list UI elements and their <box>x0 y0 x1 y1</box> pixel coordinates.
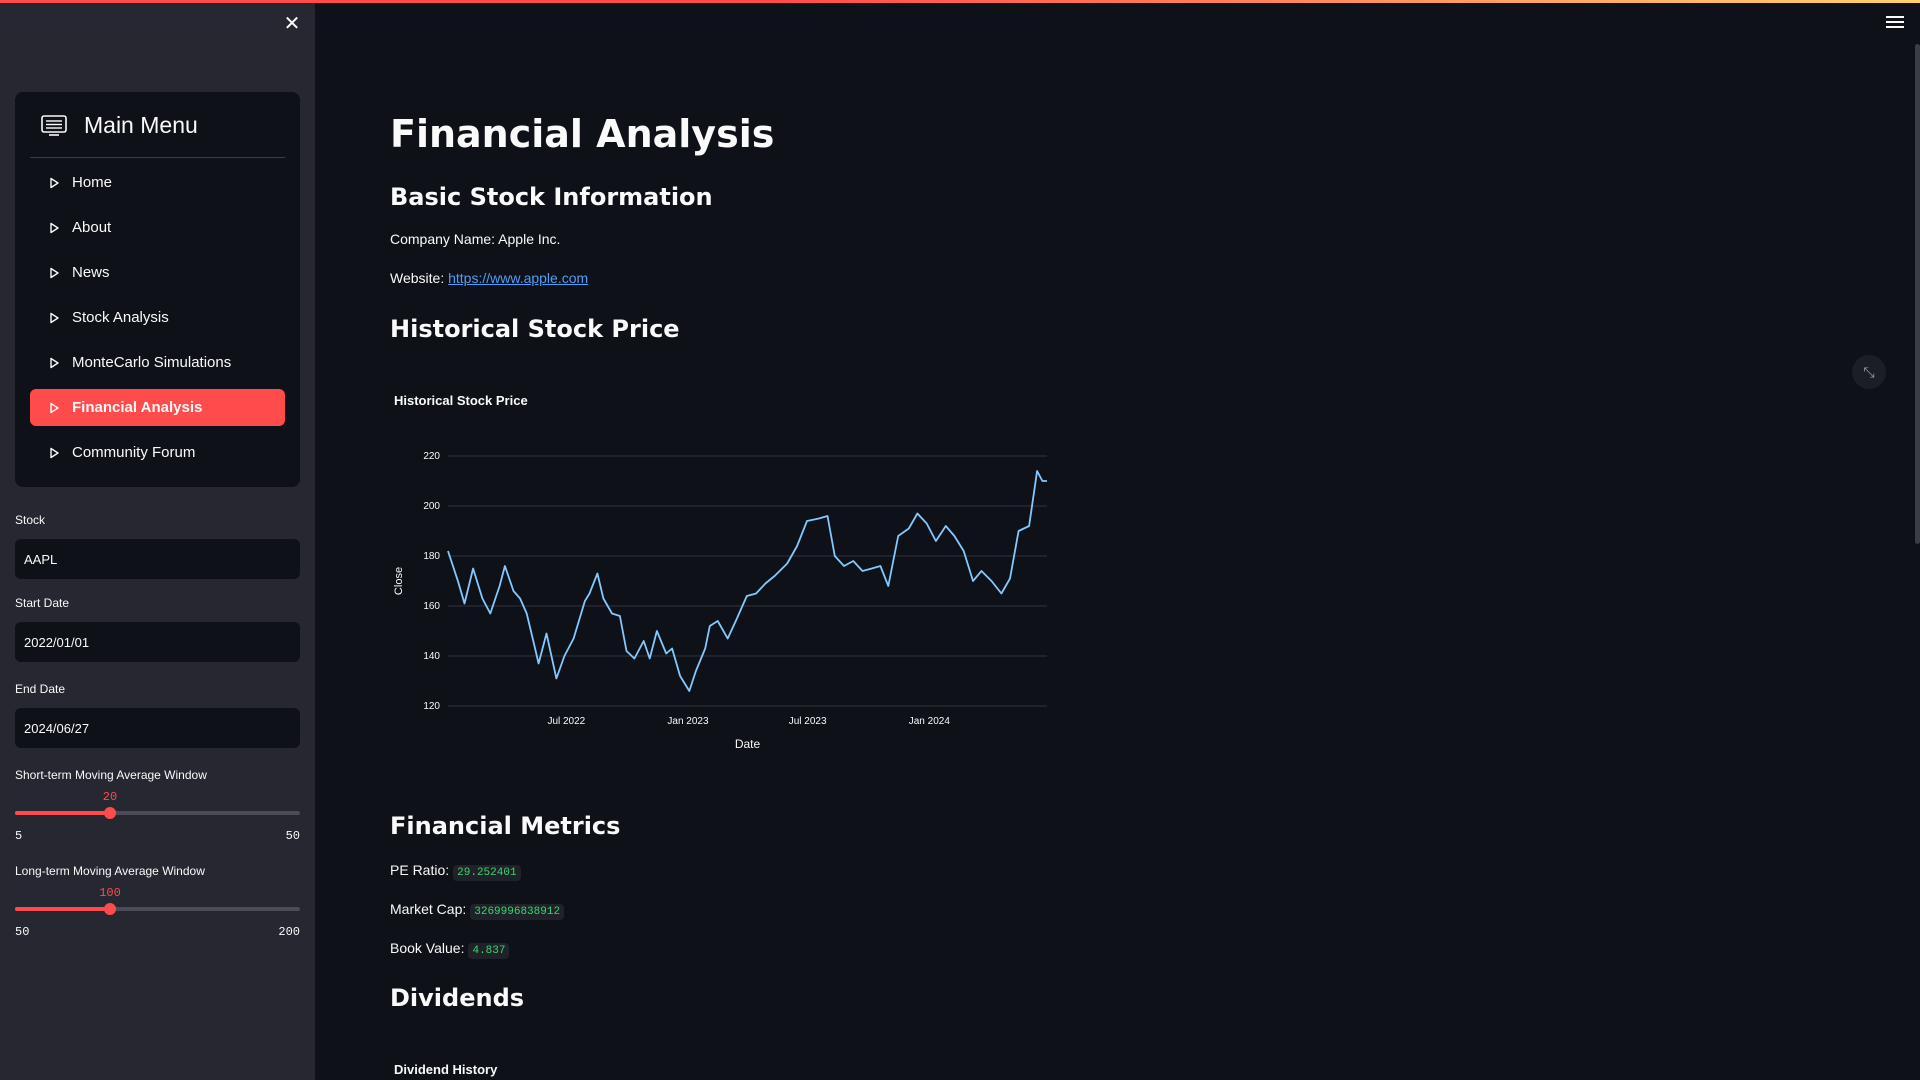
y-tick-label: 120 <box>423 701 440 712</box>
company-name-label: Company Name: <box>390 231 496 247</box>
short-ma-label: Short-term Moving Average Window <box>15 768 207 782</box>
x-tick-label: Jan 2023 <box>667 716 709 727</box>
play-triangle-icon <box>50 357 59 368</box>
play-triangle-icon <box>50 402 59 413</box>
historical-heading: Historical Stock Price <box>390 315 680 343</box>
menu-item-about[interactable]: About <box>30 209 285 246</box>
start-date-input[interactable] <box>15 622 300 662</box>
company-name-line: Company Name: Apple Inc. <box>390 231 560 247</box>
y-tick-label: 160 <box>423 601 440 612</box>
book-value-label: Book Value: <box>390 940 465 956</box>
website-link[interactable]: https://www.apple.com <box>448 270 589 286</box>
main-menu: Main Menu Home About News Stock Analysis Mon… <box>15 92 300 487</box>
long-ma-max: 200 <box>278 925 300 939</box>
menu-item-home[interactable]: Home <box>30 164 285 201</box>
menu-item-financial-analysis[interactable]: Financial Analysis <box>30 389 285 426</box>
menu-item-label: MonteCarlo Simulations <box>72 354 232 371</box>
stock-input[interactable] <box>15 539 300 579</box>
market-cap-label: Market Cap: <box>390 901 467 917</box>
short-ma-slider-thumb[interactable] <box>104 807 116 819</box>
menu-header: Main Menu <box>30 102 285 158</box>
pe-ratio-line: PE Ratio: 29.252401 <box>390 862 521 881</box>
play-triangle-icon <box>50 267 59 278</box>
fullscreen-expand-icon[interactable]: ⤡ <box>1852 355 1886 389</box>
menu-item-montecarlo-simulations[interactable]: MonteCarlo Simulations <box>30 344 285 381</box>
menu-item-label: Stock Analysis <box>72 309 169 326</box>
hamburger-menu-icon[interactable] <box>1886 16 1904 30</box>
menu-item-label: Home <box>72 174 113 191</box>
historical-price-chart[interactable]: 120 140 160 180 200 220 Jul 2022 Jan 2023 Jul 20… <box>390 440 1070 760</box>
dividends-heading: Dividends <box>390 984 525 1012</box>
long-ma-slider-thumb[interactable] <box>104 903 116 915</box>
x-tick-label: Jul 2022 <box>547 716 585 727</box>
long-ma-value: 100 <box>99 886 121 900</box>
long-ma-slider[interactable] <box>15 903 300 915</box>
pe-ratio-value: 29.252401 <box>453 865 521 881</box>
play-triangle-icon <box>50 222 59 233</box>
book-value-line: Book Value: 4.837 <box>390 940 510 959</box>
book-value-value: 4.837 <box>468 943 510 959</box>
long-ma-min: 50 <box>15 925 30 939</box>
x-tick-label: Jan 2024 <box>909 716 951 727</box>
play-triangle-icon <box>50 447 59 458</box>
long-ma-slider-fill <box>15 907 110 911</box>
short-ma-slider[interactable] <box>15 807 300 819</box>
play-triangle-icon <box>50 177 59 188</box>
financial-metrics-heading: Financial Metrics <box>390 812 621 840</box>
menu-list-icon <box>41 114 67 136</box>
y-tick-label: 200 <box>423 501 440 512</box>
pe-ratio-label: PE Ratio: <box>390 862 450 878</box>
scrollbar[interactable] <box>1915 44 1920 544</box>
end-date-label: End Date <box>15 682 66 696</box>
sidebar: ✕ Main Menu Home About News Stock Analysis M… <box>0 0 315 1080</box>
y-tick-label: 220 <box>423 451 440 462</box>
short-ma-slider-fill <box>15 811 110 815</box>
y-tick-label: 180 <box>423 551 440 562</box>
close-price-line <box>447 470 1047 692</box>
play-triangle-icon <box>50 312 59 323</box>
close-icon[interactable]: ✕ <box>283 13 301 35</box>
long-ma-label: Long-term Moving Average Window <box>15 864 205 878</box>
menu-item-label: Community Forum <box>72 444 196 461</box>
short-ma-value: 20 <box>102 790 118 804</box>
menu-list: Home About News Stock Analysis MonteCarlo Si… <box>30 164 285 479</box>
main-area <box>315 0 1920 1080</box>
stock-label: Stock <box>15 513 46 527</box>
short-ma-max: 50 <box>285 829 300 843</box>
menu-item-stock-analysis[interactable]: Stock Analysis <box>30 299 285 336</box>
menu-item-community-forum[interactable]: Community Forum <box>30 434 285 471</box>
x-tick-label: Jul 2023 <box>789 716 827 727</box>
short-ma-min: 5 <box>15 829 23 843</box>
market-cap-value: 3269996838912 <box>470 904 565 920</box>
website-line: Website: https://www.apple.com <box>390 270 588 286</box>
website-label: Website: <box>390 270 445 286</box>
dividend-chart-title: Dividend History <box>394 1062 498 1077</box>
y-tick-label: 140 <box>423 651 440 662</box>
company-name-value: Apple Inc. <box>498 231 561 247</box>
menu-item-label: News <box>72 264 110 281</box>
menu-title: Main Menu <box>84 112 198 138</box>
market-cap-line: Market Cap: 3269996838912 <box>390 901 565 920</box>
start-date-label: Start Date <box>15 596 70 610</box>
top-decoration-bar <box>0 0 1920 3</box>
end-date-input[interactable] <box>15 708 300 748</box>
x-axis-label: Date <box>735 737 761 751</box>
menu-item-label: Financial Analysis <box>72 399 203 416</box>
menu-item-label: About <box>72 219 112 236</box>
basic-info-heading: Basic Stock Information <box>390 183 713 211</box>
historical-chart-title: Historical Stock Price <box>394 393 528 408</box>
y-axis-label: Close <box>393 567 405 595</box>
page-title: Financial Analysis <box>390 112 775 156</box>
menu-item-news[interactable]: News <box>30 254 285 291</box>
